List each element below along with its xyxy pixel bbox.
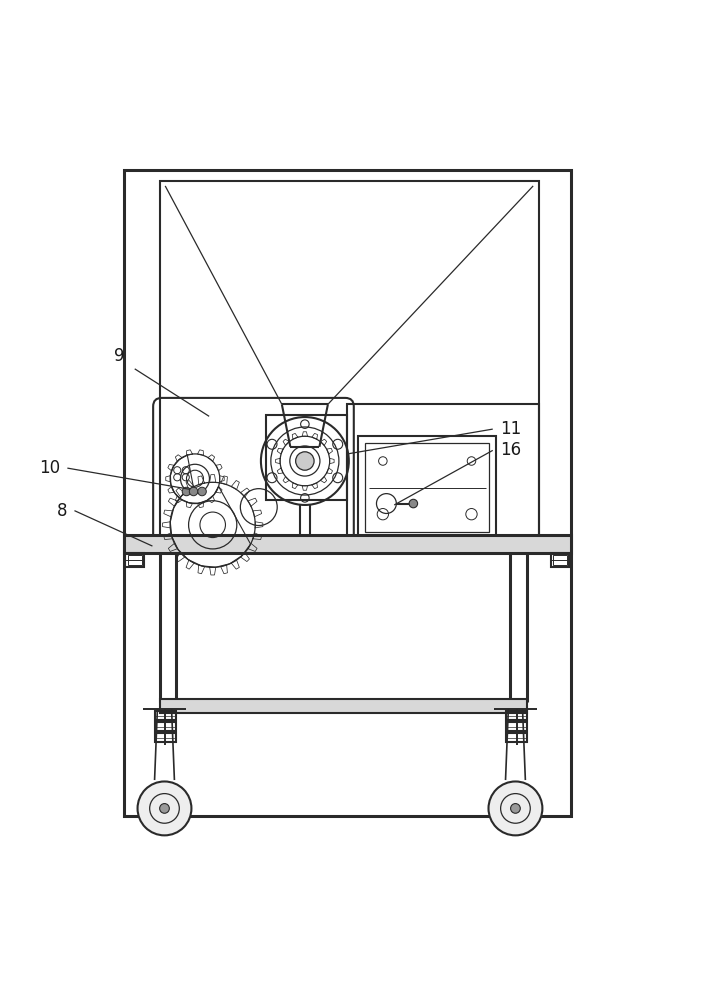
Bar (365, 443, 489, 532)
Text: 9: 9 (113, 347, 124, 365)
Circle shape (160, 804, 169, 813)
Circle shape (296, 452, 314, 470)
Text: 8: 8 (57, 502, 67, 520)
Bar (160, 181, 539, 543)
Circle shape (198, 487, 206, 496)
Text: 11: 11 (500, 420, 521, 438)
Bar (506, 711, 527, 720)
Bar (155, 733, 176, 742)
Bar (155, 711, 176, 720)
Circle shape (489, 781, 542, 835)
Circle shape (182, 487, 191, 496)
Bar (128, 555, 142, 565)
Bar (358, 436, 496, 539)
Text: 10: 10 (39, 459, 60, 477)
Bar (124, 170, 571, 816)
Bar (160, 699, 527, 713)
Circle shape (189, 487, 198, 496)
Bar (155, 722, 176, 731)
Bar (506, 722, 527, 731)
Bar (266, 415, 347, 500)
Circle shape (510, 804, 520, 813)
Bar (124, 535, 571, 553)
Bar (506, 733, 527, 742)
Bar (553, 555, 567, 565)
Bar (551, 553, 569, 567)
Text: 16: 16 (500, 441, 521, 459)
Bar (347, 404, 539, 543)
Bar (125, 553, 144, 567)
Circle shape (409, 499, 418, 508)
Circle shape (138, 781, 191, 835)
